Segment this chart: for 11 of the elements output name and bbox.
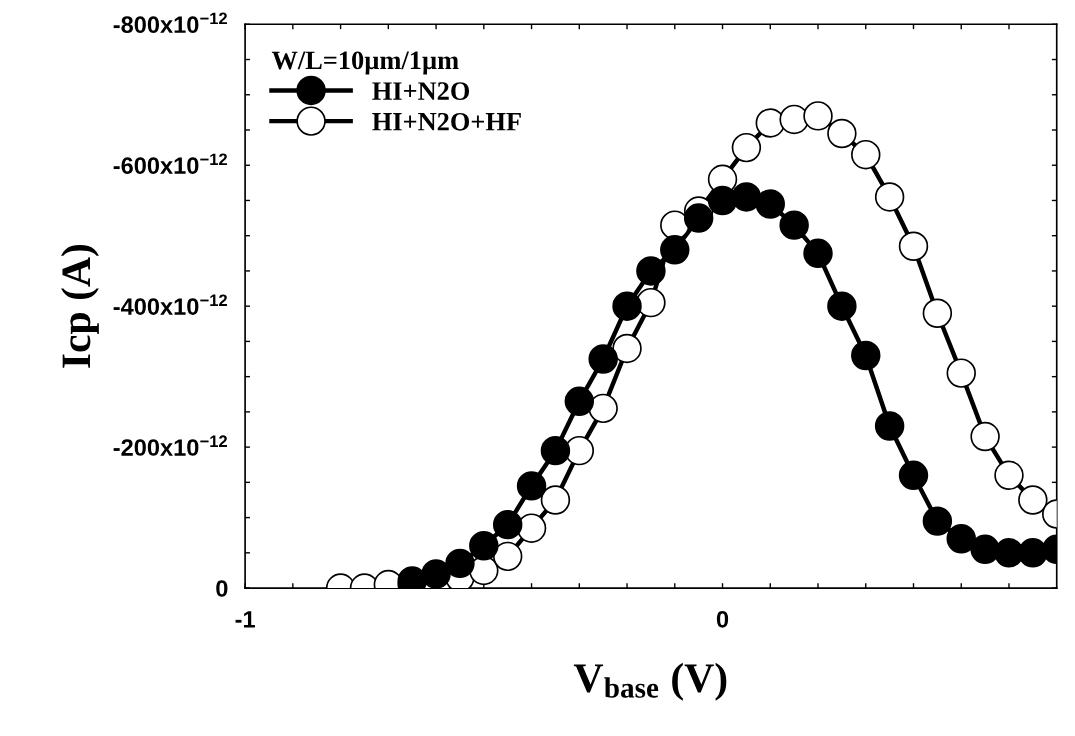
- legend-label: HI+N2O+HF: [372, 112, 521, 131]
- legend-title: W/L=10µm/1µm: [271, 51, 459, 75]
- y-tick-label: -200x10$^{−12}$: [113, 435, 227, 456]
- legend-label: HI+N2O: [372, 82, 470, 100]
- x-axis-title: V$_{base}$ (V): [573, 662, 727, 701]
- y-axis-title: Icp (A): [61, 244, 99, 368]
- y-tick-label: -400x10$^{−12}$: [113, 294, 227, 315]
- y-tick-label: 0: [216, 580, 228, 597]
- x-tick-label: -1: [235, 611, 255, 628]
- y-tick-label: -800x10$^{−12}$: [113, 12, 227, 34]
- y-tick-label: -600x10$^{−12}$: [113, 153, 227, 174]
